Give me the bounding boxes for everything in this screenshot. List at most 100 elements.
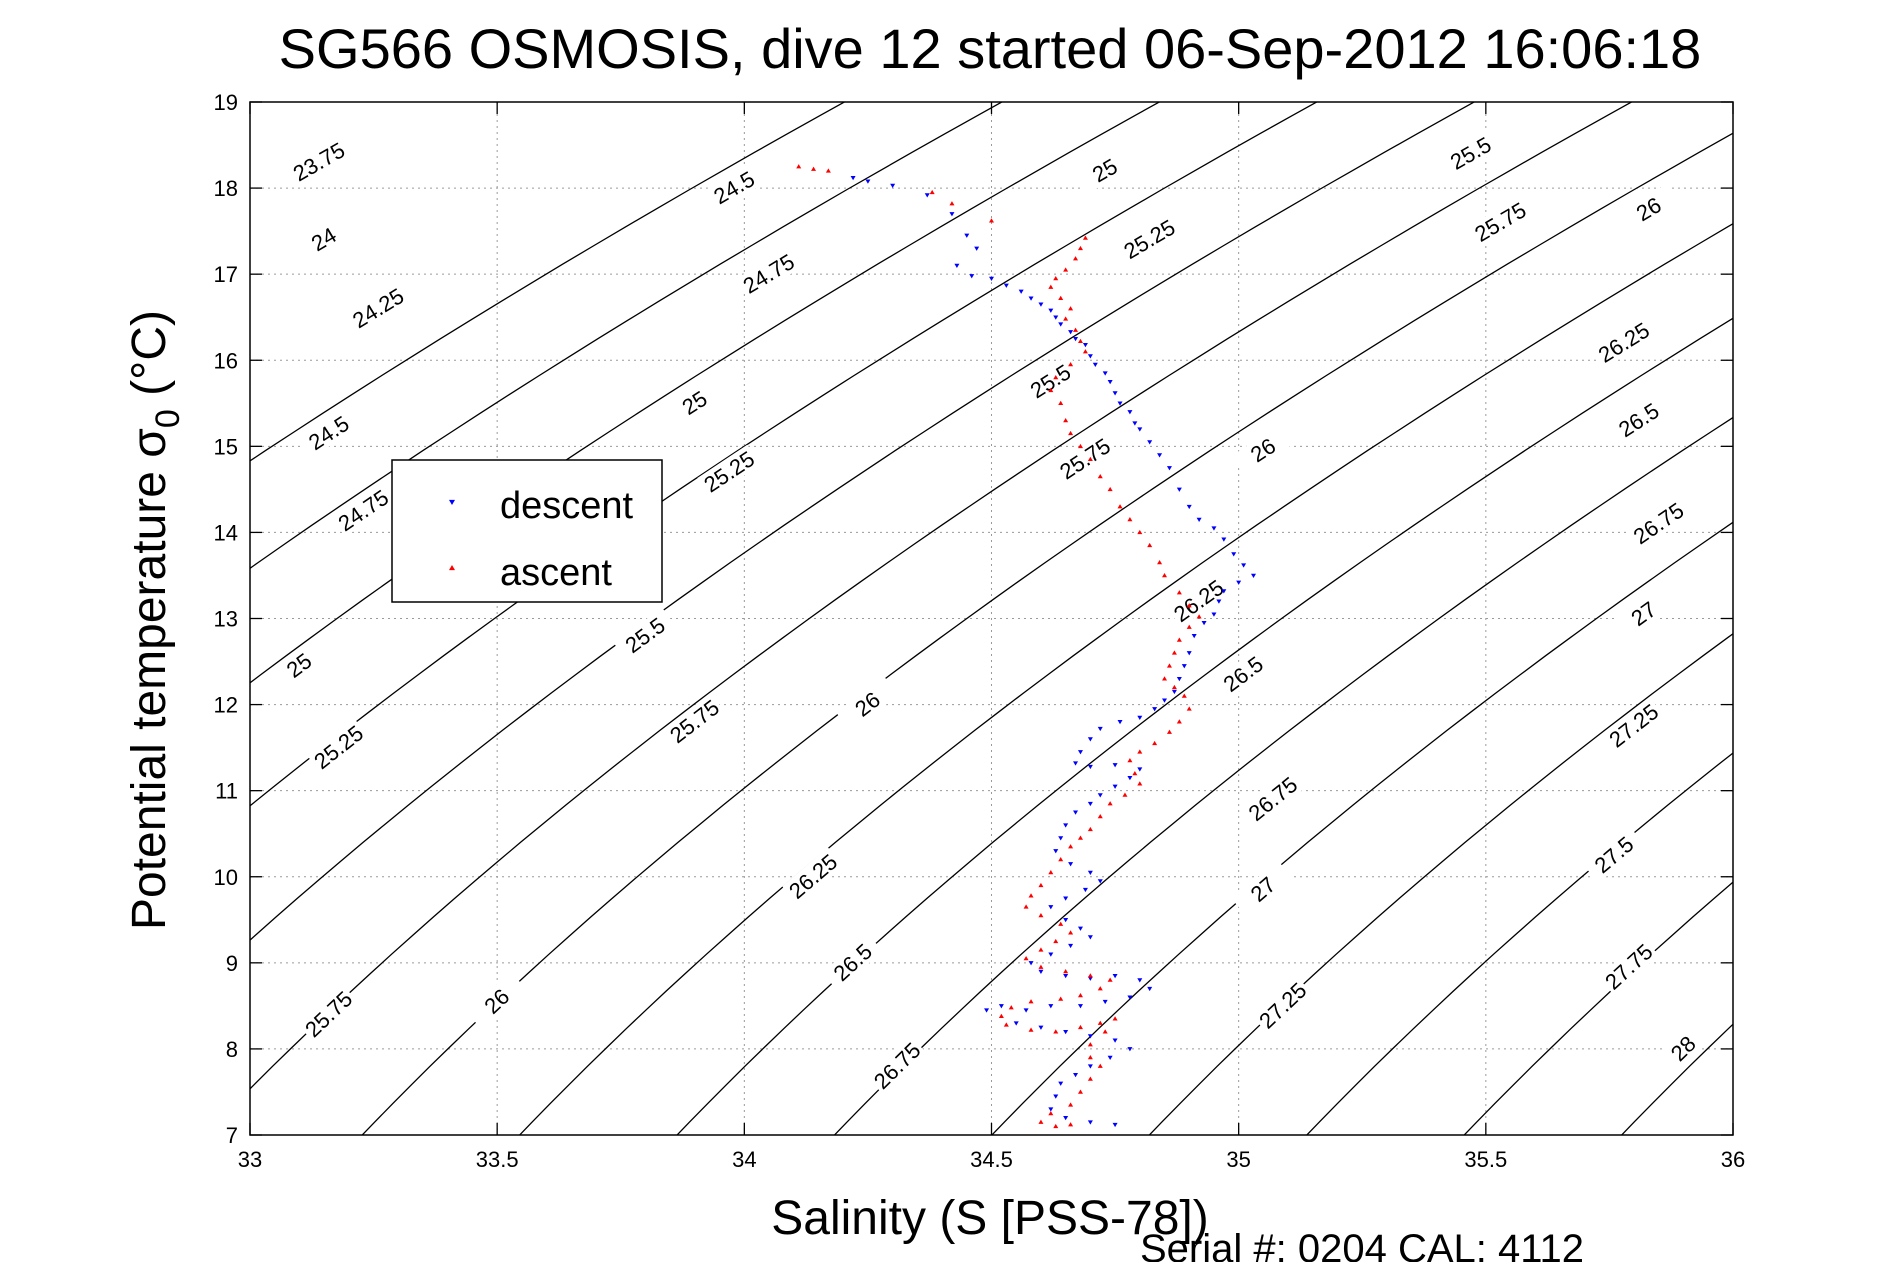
ascent-point bbox=[825, 168, 831, 173]
ascent-point bbox=[1038, 964, 1044, 969]
descent-point bbox=[1053, 849, 1059, 854]
descent-point bbox=[1063, 918, 1069, 923]
contour-label-bg bbox=[307, 718, 370, 775]
ascent-point bbox=[1053, 1123, 1059, 1129]
ascent-point bbox=[1058, 295, 1064, 301]
descent-point bbox=[1038, 302, 1044, 307]
contour-label-bg bbox=[1583, 825, 1645, 883]
descent-point bbox=[1048, 905, 1054, 910]
ascent-point bbox=[811, 166, 817, 171]
grid-lines bbox=[250, 102, 1733, 1135]
descent-point bbox=[1137, 715, 1143, 720]
ascent-point bbox=[1087, 826, 1093, 832]
ascent-point bbox=[1038, 947, 1044, 952]
descent-point bbox=[1162, 698, 1168, 703]
contour-label-bg bbox=[1606, 393, 1671, 447]
descent-point bbox=[1087, 354, 1093, 359]
descent-point bbox=[1082, 343, 1088, 348]
ascent-point bbox=[1181, 693, 1187, 698]
ascent-point bbox=[1166, 663, 1172, 668]
descent-point bbox=[1196, 517, 1202, 523]
ascent-point bbox=[1077, 835, 1083, 840]
descent-point bbox=[1147, 440, 1153, 445]
descent-point bbox=[1250, 573, 1256, 578]
ascent-point bbox=[1127, 758, 1133, 763]
contour-label-bg bbox=[662, 376, 727, 429]
y-tick-label: 7 bbox=[226, 1123, 238, 1148]
descent-point bbox=[1176, 677, 1182, 682]
descent-point bbox=[1073, 1072, 1079, 1078]
descent-point bbox=[1137, 427, 1143, 432]
contour-label-bg bbox=[1232, 860, 1294, 918]
descent-point bbox=[865, 179, 871, 184]
y-tick-label: 12 bbox=[214, 693, 238, 718]
ascent-point bbox=[1087, 973, 1093, 978]
descent-point bbox=[1048, 1107, 1054, 1112]
descent-point bbox=[1063, 1116, 1069, 1121]
descent-point bbox=[1058, 1081, 1064, 1086]
descent-point bbox=[1087, 764, 1093, 770]
ascent-point bbox=[1053, 275, 1059, 281]
ascent-point bbox=[1053, 1029, 1059, 1034]
ascent-point bbox=[1028, 1027, 1034, 1032]
descent-point bbox=[974, 246, 980, 251]
descent-point bbox=[1127, 995, 1133, 1000]
ascent-point bbox=[1077, 993, 1083, 998]
legend-ascent-triangle bbox=[449, 565, 455, 571]
ascent-point bbox=[1048, 1110, 1054, 1116]
y-tick-label: 16 bbox=[214, 348, 238, 373]
ascent-point bbox=[1137, 781, 1143, 786]
ascent-point bbox=[1058, 400, 1064, 406]
ascent-point bbox=[1008, 1005, 1014, 1010]
y-tick-label: 10 bbox=[214, 865, 238, 890]
ascent-point bbox=[1058, 921, 1064, 926]
descent-point bbox=[1063, 1029, 1069, 1035]
contour-line bbox=[250, 102, 1161, 684]
descent-point bbox=[1216, 599, 1222, 604]
descent-point bbox=[1112, 391, 1118, 396]
descent-point bbox=[1048, 308, 1054, 313]
contour-line bbox=[250, 102, 1319, 807]
descent-point bbox=[1087, 935, 1093, 940]
y-axis-label-unit: (°C) bbox=[123, 310, 176, 409]
axis-ticks bbox=[249, 101, 1734, 1136]
ascent-point bbox=[1122, 792, 1128, 797]
descent-point bbox=[1023, 1008, 1029, 1013]
descent-point bbox=[1038, 1025, 1044, 1030]
legend-descent-triangle bbox=[449, 499, 455, 505]
y-tick-label: 11 bbox=[215, 779, 238, 804]
ascent-point bbox=[1077, 1024, 1083, 1030]
descent-point bbox=[1112, 1038, 1118, 1043]
y-tick-label: 19 bbox=[214, 90, 238, 115]
ascent-point bbox=[796, 164, 802, 169]
y-tick-label: 15 bbox=[214, 434, 238, 459]
descent-point bbox=[1107, 1055, 1113, 1061]
descent-point bbox=[1102, 999, 1108, 1005]
contour-label-bg bbox=[867, 1035, 927, 1095]
ascent-point bbox=[1063, 968, 1069, 974]
data-points bbox=[796, 164, 1256, 1129]
descent-point bbox=[1201, 621, 1207, 626]
ascent-point bbox=[1082, 349, 1088, 354]
ascent-point bbox=[1107, 486, 1113, 492]
ascent-point bbox=[1147, 542, 1153, 548]
descent-point bbox=[1211, 612, 1217, 617]
ascent-point bbox=[1077, 245, 1083, 251]
contour-label-bg bbox=[1598, 937, 1659, 996]
contour-label-bg bbox=[1018, 354, 1083, 408]
descent-point bbox=[1107, 380, 1113, 385]
descent-point bbox=[1127, 410, 1133, 415]
ascent-point bbox=[1157, 560, 1163, 565]
contour-label-bg bbox=[1616, 183, 1681, 235]
contour-label-bg bbox=[1653, 1018, 1713, 1078]
ascent-point bbox=[1077, 338, 1083, 344]
descent-point bbox=[1003, 283, 1009, 288]
descent-point bbox=[1211, 526, 1217, 531]
ascent-point bbox=[1137, 529, 1143, 535]
ascent-point bbox=[1038, 1119, 1044, 1124]
y-tick-label: 17 bbox=[214, 262, 238, 287]
descent-point bbox=[1157, 453, 1163, 458]
descent-point bbox=[1152, 707, 1158, 712]
ascent-point bbox=[949, 201, 955, 206]
